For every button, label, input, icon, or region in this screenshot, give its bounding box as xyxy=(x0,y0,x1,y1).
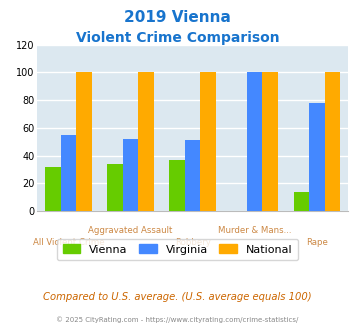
Text: Compared to U.S. average. (U.S. average equals 100): Compared to U.S. average. (U.S. average … xyxy=(43,292,312,302)
Bar xyxy=(200,72,216,211)
Text: Robbery: Robbery xyxy=(175,238,211,247)
Text: © 2025 CityRating.com - https://www.cityrating.com/crime-statistics/: © 2025 CityRating.com - https://www.city… xyxy=(56,316,299,323)
Text: 2019 Vienna: 2019 Vienna xyxy=(124,10,231,25)
Bar xyxy=(138,72,154,211)
Text: Aggravated Assault: Aggravated Assault xyxy=(88,226,173,235)
Bar xyxy=(262,72,278,211)
Text: All Violent Crime: All Violent Crime xyxy=(33,238,104,247)
Bar xyxy=(294,192,309,211)
Text: Murder & Mans...: Murder & Mans... xyxy=(218,226,291,235)
Bar xyxy=(107,164,123,211)
Bar xyxy=(247,72,262,211)
Bar xyxy=(45,167,61,211)
Legend: Vienna, Virginia, National: Vienna, Virginia, National xyxy=(57,239,298,260)
Bar xyxy=(169,160,185,211)
Text: Violent Crime Comparison: Violent Crime Comparison xyxy=(76,31,279,45)
Bar xyxy=(185,140,200,211)
Text: Rape: Rape xyxy=(306,238,328,247)
Bar xyxy=(61,135,76,211)
Bar xyxy=(309,103,324,211)
Bar xyxy=(324,72,340,211)
Bar xyxy=(76,72,92,211)
Bar xyxy=(123,139,138,211)
